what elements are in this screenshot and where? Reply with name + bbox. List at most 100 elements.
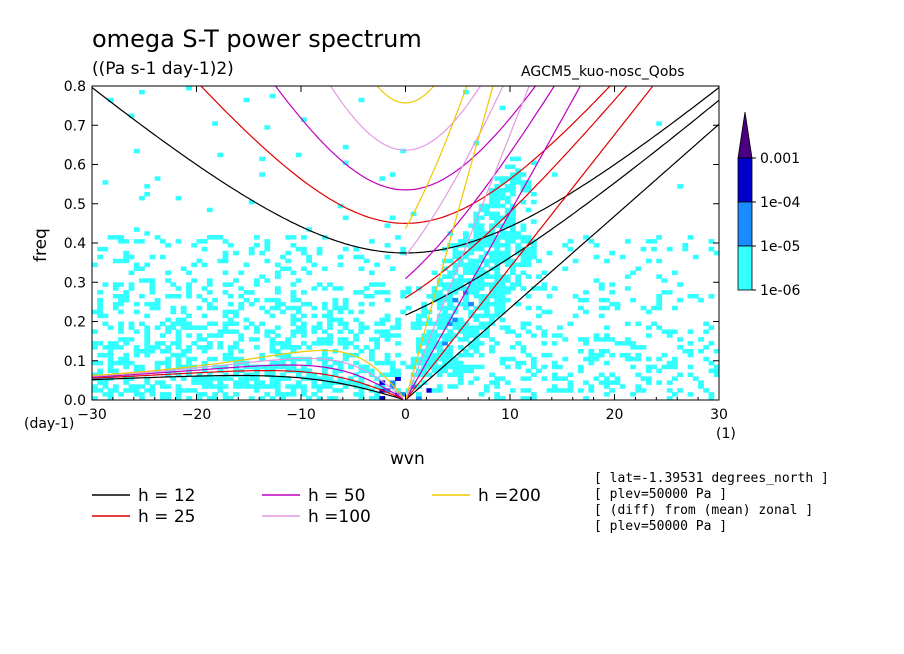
power-cell: [400, 392, 407, 397]
power-cell: [196, 305, 203, 311]
power-cell: [342, 144, 349, 150]
power-cell: [238, 286, 245, 291]
power-cell: [530, 392, 537, 397]
power-cell: [504, 380, 511, 385]
power-cell: [478, 270, 485, 275]
power-cell: [363, 368, 370, 374]
power-cell: [248, 250, 255, 256]
power-cell: [118, 337, 124, 342]
power-cell: [206, 356, 213, 362]
power-cell: [368, 270, 375, 275]
power-cell: [515, 364, 521, 370]
power-cell: [159, 239, 166, 244]
power-cell: [170, 341, 177, 346]
power-cell: [421, 301, 427, 307]
power-cell: [353, 333, 360, 338]
power-cell: [447, 243, 454, 248]
power-cell: [107, 345, 114, 350]
power-cell: [321, 380, 328, 385]
power-cell: [139, 294, 145, 299]
power-cell: [254, 380, 260, 385]
info-line: [ plev=50000 Pa ]: [594, 519, 727, 534]
power-cell: [624, 352, 631, 358]
power-cell: [196, 376, 203, 381]
power-cell: [447, 333, 454, 338]
power-cell: [588, 384, 595, 389]
power-cell: [463, 286, 469, 291]
power-cell: [473, 364, 480, 370]
power-cell: [515, 156, 521, 162]
power-cell: [478, 297, 485, 303]
power-cell: [504, 286, 511, 291]
power-cell: [206, 321, 213, 326]
power-cell: [436, 349, 443, 354]
power-cell: [311, 305, 318, 311]
power-cell: [624, 337, 631, 342]
power-cell: [389, 215, 396, 220]
y-unit-label: (day-1): [24, 416, 74, 432]
power-cell: [311, 380, 318, 385]
power-cell: [494, 278, 501, 283]
power-cell: [583, 356, 589, 362]
power-cell: [139, 266, 145, 271]
power-cell: [175, 372, 182, 377]
power-cell: [212, 321, 218, 326]
power-cell: [332, 372, 339, 377]
power-cell: [478, 278, 485, 283]
power-cell: [123, 290, 130, 295]
power-cell: [687, 294, 694, 299]
power-cell: [243, 376, 250, 381]
power-cell: [635, 388, 642, 393]
power-cell: [489, 223, 495, 228]
power-cell: [321, 368, 328, 374]
power-cell: [301, 301, 307, 307]
power-cell: [483, 305, 490, 311]
power-cell: [431, 290, 438, 295]
power-cell: [332, 368, 339, 374]
power-cell: [123, 380, 130, 385]
power-cell: [421, 356, 427, 362]
power-cell: [92, 372, 98, 377]
power-cell: [379, 329, 386, 334]
power-cell: [457, 352, 464, 358]
power-cell: [384, 317, 391, 323]
power-cell: [452, 282, 459, 287]
power-cell: [321, 376, 328, 381]
power-cell: [635, 345, 642, 350]
power-cell: [97, 297, 103, 303]
power-cell: [525, 235, 532, 240]
power-cell: [687, 352, 694, 358]
power-cell: [494, 309, 501, 315]
power-cell: [196, 337, 203, 342]
power-cell: [677, 337, 683, 342]
power-cell: [139, 396, 145, 400]
power-cell: [525, 250, 532, 256]
power-cell: [567, 321, 574, 326]
power-cell: [478, 246, 485, 252]
power-cell: [374, 384, 380, 389]
power-cell: [494, 262, 501, 268]
power-cell: [436, 290, 443, 295]
power-cell: [656, 325, 663, 330]
power-cell: [227, 345, 234, 350]
power-cell: [201, 376, 208, 381]
power-cell: [337, 305, 344, 311]
power-cell: [233, 392, 239, 397]
power-cell: [254, 329, 260, 334]
power-cell: [206, 333, 213, 338]
power-cell: [348, 364, 354, 370]
power-cell: [447, 313, 454, 319]
power-cell: [233, 372, 239, 377]
power-cell: [201, 286, 208, 291]
power-cell: [180, 266, 187, 271]
power-cell: [353, 317, 360, 323]
power-cell: [201, 239, 208, 244]
power-cell: [254, 376, 260, 381]
power-cell: [447, 337, 454, 342]
power-cell: [374, 321, 380, 326]
power-cell: [525, 254, 532, 260]
power-cell: [133, 239, 140, 244]
power-cell: [520, 258, 527, 264]
power-cell: [206, 384, 213, 389]
power-cell: [525, 246, 532, 252]
